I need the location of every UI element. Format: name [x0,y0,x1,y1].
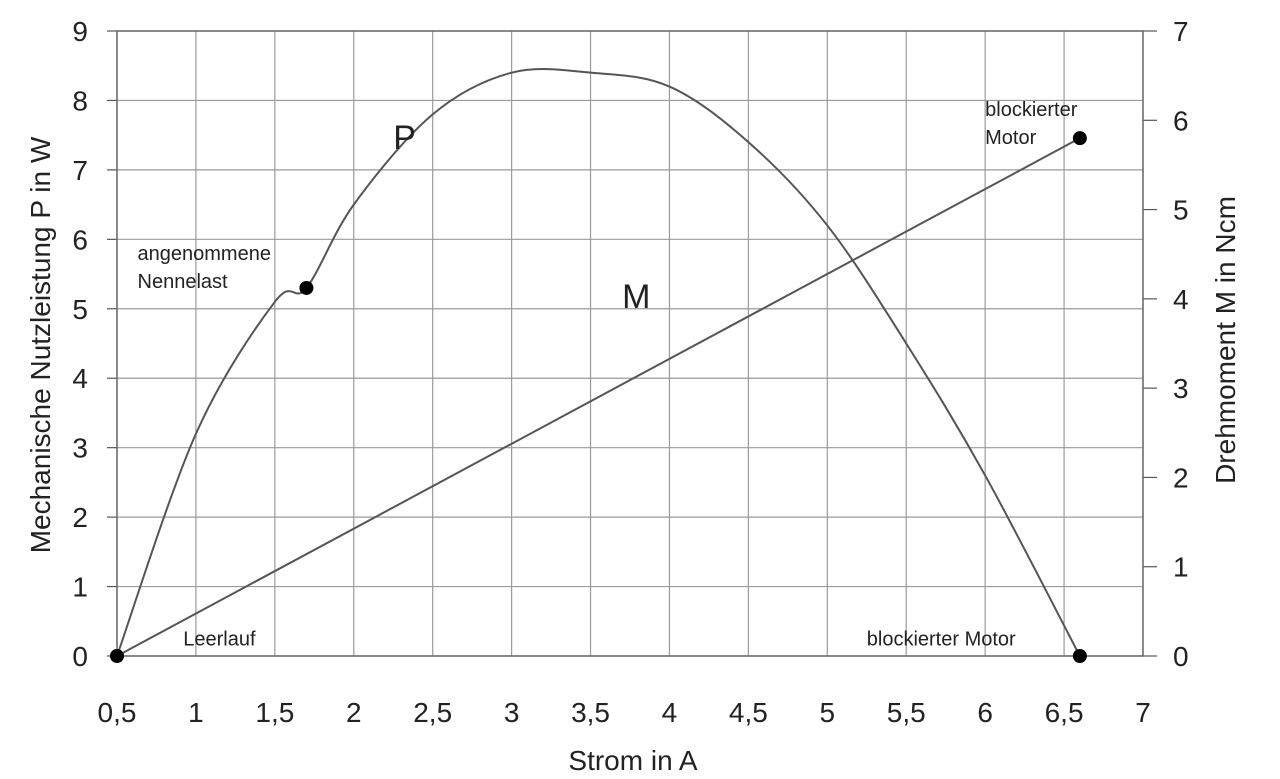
y-left-tick-label: 9 [72,16,88,47]
annotation-text: Motor [985,127,1036,149]
y-left-tick-label: 5 [72,294,88,325]
series-label-M: M [622,278,650,316]
data-point-marker [299,280,314,295]
y-right-tick-label: 6 [1173,105,1189,136]
x-tick-label: 1,5 [255,697,294,728]
x-tick-label: 3 [504,697,520,728]
annotation-text: Nennelast [138,271,229,293]
x-tick-label: 6,5 [1045,697,1084,728]
text-layer: 0,5 1 1,5 2 2,5 3 3,5 4 4,5 5 5,5 6 6,5 7012345678901… [72,16,1188,728]
y-left-tick-label: 7 [72,155,88,186]
series-label-P: P [393,119,416,157]
x-tick-label: 6 [977,697,993,728]
series-line-M [116,137,1081,657]
x-tick-label: 4 [662,697,678,728]
y-right-tick-label: 2 [1173,462,1189,493]
x-tick-label: 7 [1135,697,1151,728]
data-point-marker [110,649,124,663]
x-tick-label: 3,5 [571,697,610,728]
y-left-tick-label: 8 [72,85,88,116]
x-tick-label: 4,5 [729,697,768,728]
y-left-tick-label: 6 [72,224,88,255]
y-right-tick-label: 4 [1173,284,1189,315]
x-tick-label: 2,5 [413,697,452,728]
y-axis-left-label: Mechanische Nutzleistung P in W [25,136,56,553]
annotation-text: blockierter Motor [867,629,1016,651]
grid [107,30,1157,657]
plot-frame [116,30,1144,657]
y-left-tick-label: 3 [72,433,88,464]
annotation-text: angenommene [138,243,271,265]
marker-layer [110,131,1087,663]
y-right-tick-label: 7 [1173,16,1189,47]
x-axis-label: Strom in A [568,745,697,774]
y-right-tick-label: 0 [1173,641,1189,672]
y-right-tick-label: 5 [1173,195,1189,226]
y-right-tick-label: 3 [1173,373,1189,404]
x-tick-label: 5 [820,697,836,728]
y-axis-right-label: Drehmoment M in Ncm [1210,196,1241,484]
y-left-tick-label: 2 [72,502,88,533]
series-layer [116,68,1081,657]
y-left-tick-label: 1 [72,572,88,603]
y-left-tick-label: 4 [72,363,88,394]
annotation-text: blockierter [985,99,1078,121]
series-line-P [116,68,1081,657]
x-tick-label: 2 [346,697,362,728]
x-tick-label: 1 [188,697,204,728]
annotation-text: Leerlauf [183,629,256,651]
data-point-marker [1072,131,1087,146]
data-point-marker [1072,649,1087,663]
y-right-tick-label: 1 [1173,552,1189,583]
x-tick-label: 5,5 [887,697,926,728]
y-left-tick-label: 0 [72,641,88,672]
x-tick-label: 0,5 [98,697,137,728]
